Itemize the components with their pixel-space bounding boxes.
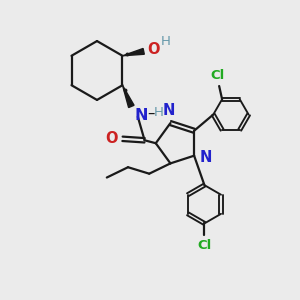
Text: Cl: Cl: [197, 239, 212, 252]
Polygon shape: [122, 85, 134, 108]
Text: O: O: [106, 131, 118, 146]
Text: N: N: [200, 150, 212, 165]
Text: –: –: [148, 106, 155, 121]
Text: Cl: Cl: [211, 69, 225, 82]
Text: N: N: [134, 108, 148, 123]
Polygon shape: [122, 49, 144, 56]
Text: H: H: [153, 106, 163, 119]
Text: H: H: [160, 35, 170, 48]
Text: O: O: [147, 41, 160, 56]
Text: N: N: [163, 103, 175, 118]
